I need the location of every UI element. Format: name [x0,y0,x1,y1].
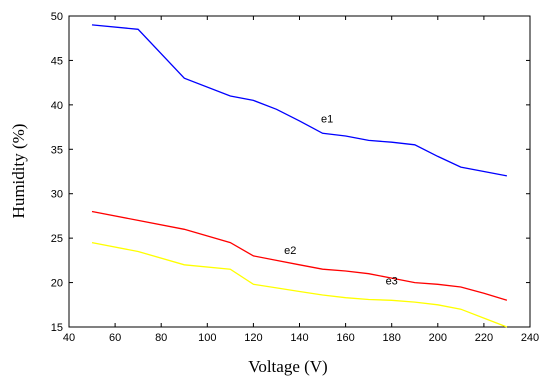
x-tick-label: 100 [198,332,216,344]
x-tick-label: 40 [63,332,75,344]
series-line-e1 [91,24,508,177]
x-tick-label: 180 [383,332,401,344]
x-tick-label: 60 [109,332,121,344]
series-line-e3 [91,241,508,328]
annotation-layer: e1 e2 e3 [284,114,398,288]
y-axis: 15 20 25 30 35 40 45 50 [51,11,530,334]
y-tick-label: 30 [51,189,63,201]
x-tick-label: 240 [521,332,539,344]
y-tick-label: 50 [51,11,63,23]
x-tick-label: 160 [336,332,354,344]
x-tick-label: 220 [475,332,493,344]
series-layer [91,24,508,328]
series-line-e2 [91,210,508,301]
plot-border [68,15,531,328]
x-axis-title: Voltage (V) [248,357,327,376]
series-label-e3: e3 [386,275,398,287]
y-tick-label: 15 [51,322,63,334]
plot-frame [68,15,531,328]
y-tick-label: 45 [51,55,63,67]
y-tick-label: 35 [51,144,63,156]
x-tick-label: 80 [155,332,167,344]
x-axis: 40 60 80 100 120 140 160 180 200 220 240 [63,16,539,344]
y-axis-title: Humidity (%) [9,124,28,219]
x-tick-label: 140 [290,332,308,344]
x-tick-label: 120 [244,332,262,344]
series-label-e1: e1 [321,114,333,126]
series-label-e2: e2 [284,245,296,257]
x-tick-label: 200 [429,332,447,344]
y-tick-label: 40 [51,100,63,112]
y-tick-label: 20 [51,278,63,290]
y-tick-label: 25 [51,233,63,245]
